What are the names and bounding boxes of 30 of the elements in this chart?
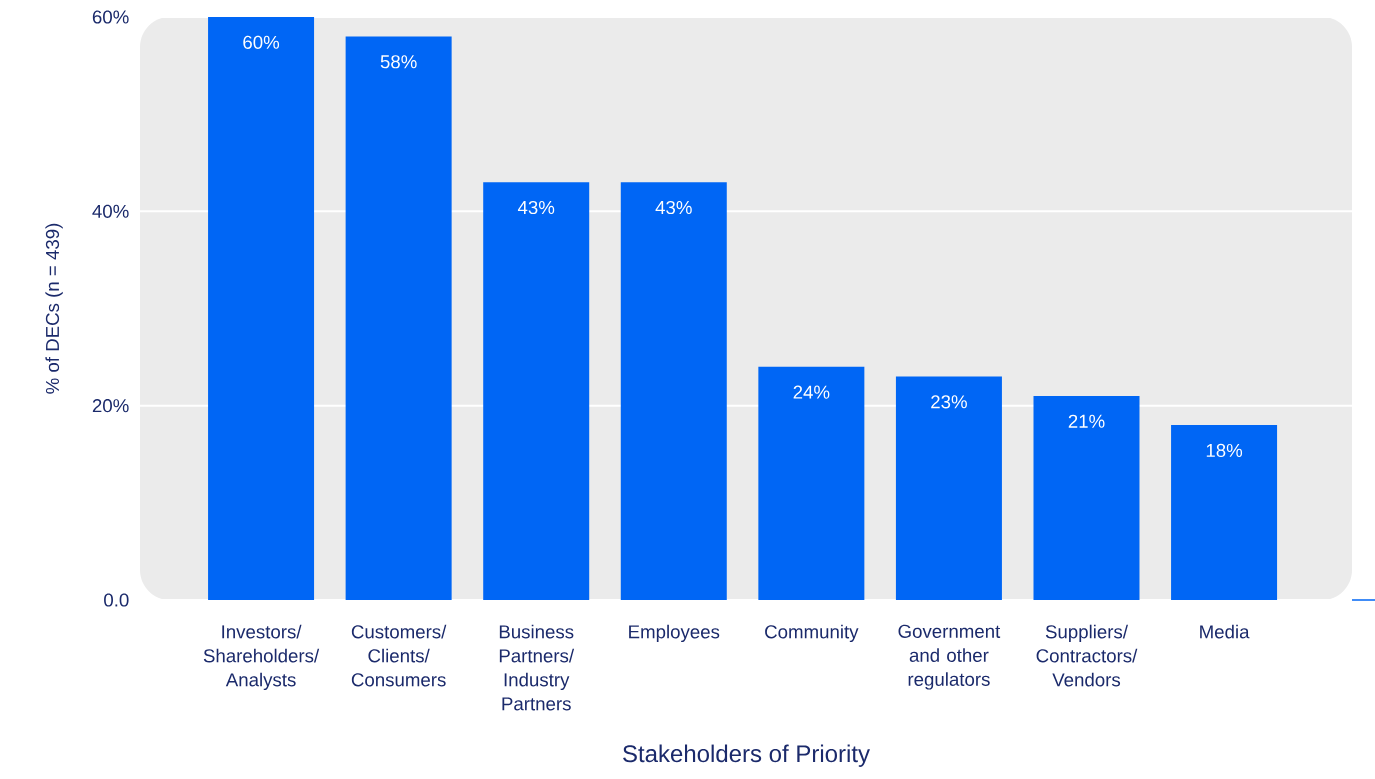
bar (895, 376, 1002, 600)
bar (620, 182, 727, 600)
bar (345, 36, 452, 600)
x-tick-label: Community (765, 624, 859, 643)
data-label: 60% (243, 35, 280, 49)
x-tick-label: Suppliers/ Contractors/ Vendors (1036, 624, 1138, 687)
x-tick-label: Investors/ Shareholders/ Analysts (203, 624, 320, 691)
data-label: 23% (931, 395, 967, 409)
x-axis-title: Stakeholders of Priority (623, 744, 870, 767)
y-tick-label: 0.0 (104, 593, 129, 607)
x-tick-label: Employees (629, 624, 720, 643)
bar (1171, 425, 1278, 600)
data-label: 43% (655, 200, 692, 215)
bar (483, 182, 590, 600)
y-tick-label: 40% (92, 204, 129, 218)
y-axis-title: % of DECs (n = 439) (45, 223, 63, 394)
bar (758, 366, 865, 600)
bar (1033, 395, 1140, 600)
x-tick-label: Business Partners/ Industry Partners (499, 624, 575, 711)
y-tick-label: 20% (92, 399, 129, 413)
data-label: 43% (517, 200, 555, 215)
data-label: 58% (380, 55, 417, 69)
data-label: 18% (1206, 443, 1243, 458)
data-label: 21% (1068, 414, 1105, 428)
y-tick-label: 60% (92, 10, 129, 24)
data-label: 24% (793, 385, 830, 399)
x-tick-label: Customers/ Clients/ Consumers (351, 624, 447, 687)
bar (208, 17, 315, 600)
x-tick-label: Media (1200, 624, 1250, 639)
x-tick-label: Government and other regulators (898, 624, 1001, 690)
